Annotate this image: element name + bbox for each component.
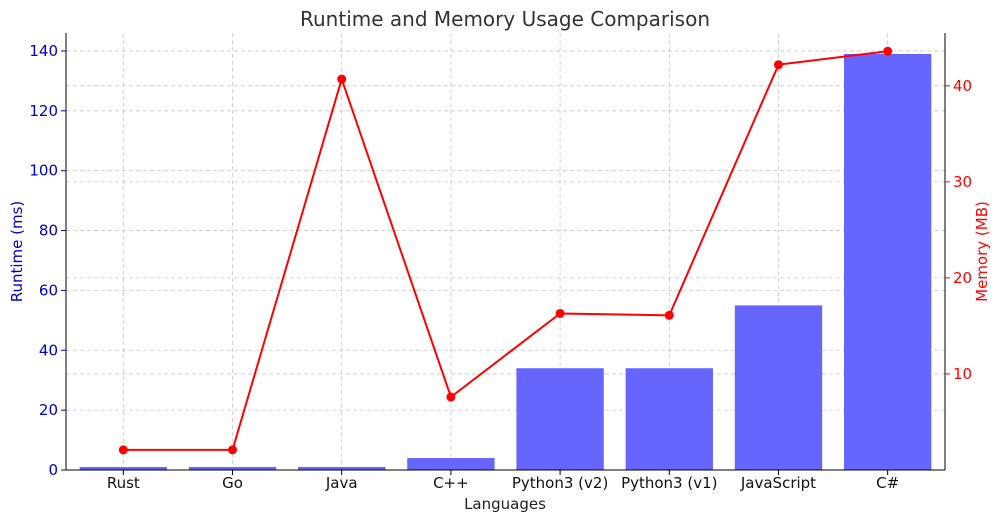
x-tick-label: C#	[876, 474, 899, 492]
x-axis-label: Languages	[464, 495, 546, 513]
axes	[65, 33, 946, 471]
y2-tick-label: 10	[953, 365, 972, 383]
x-tick-label: Java	[325, 474, 358, 492]
bar	[188, 467, 277, 470]
memory-point	[446, 392, 456, 402]
x-tick-label: Python3 (v1)	[621, 474, 717, 492]
y-tick-label: 20	[39, 401, 58, 419]
y-tick-label: 60	[39, 281, 58, 299]
memory-point	[555, 308, 565, 318]
line-series	[118, 46, 893, 455]
y2-tick-labels: 10 20 30 40	[945, 77, 972, 383]
y-axis-label: Runtime (ms)	[8, 201, 26, 303]
memory-point	[228, 445, 238, 455]
memory-line	[123, 50, 888, 451]
bar	[843, 53, 932, 470]
chart-title: Runtime and Memory Usage Comparison	[300, 7, 710, 31]
y-tick-label: 100	[29, 162, 58, 180]
y2-tick-label: 20	[953, 269, 972, 287]
bar	[407, 458, 495, 470]
y-tick-label: 80	[39, 222, 58, 240]
y-tick-label: 0	[48, 461, 58, 479]
bar	[625, 368, 713, 470]
y-tick-label: 140	[29, 42, 58, 60]
y2-axis-label: Memory (MB)	[973, 201, 991, 302]
memory-point	[883, 46, 893, 56]
bar	[298, 467, 386, 470]
grid	[66, 33, 945, 471]
memory-point	[118, 445, 128, 455]
bar-series	[79, 53, 932, 470]
y2-tick-label: 40	[953, 77, 972, 95]
y-tick-labels: 0 20 40 60 80 100 120 140	[29, 42, 66, 479]
x-tick-labels: Rust Go Java C++ Python3 (v2) Python3 (v1) Jav…	[107, 470, 899, 492]
y-tick-label: 40	[39, 341, 58, 359]
memory-point	[337, 74, 347, 84]
x-tick-label: Python3 (v2)	[512, 474, 608, 492]
x-tick-label: Go	[222, 474, 243, 492]
bar	[79, 467, 168, 470]
memory-point	[664, 310, 674, 320]
bar	[516, 368, 604, 470]
bar	[734, 305, 823, 470]
y-tick-label: 120	[29, 102, 58, 120]
memory-point	[773, 60, 783, 70]
y2-tick-label: 30	[953, 173, 972, 191]
x-tick-label: C++	[433, 474, 469, 492]
x-tick-label: Rust	[107, 474, 140, 492]
x-tick-label: JavaScript	[740, 474, 816, 492]
